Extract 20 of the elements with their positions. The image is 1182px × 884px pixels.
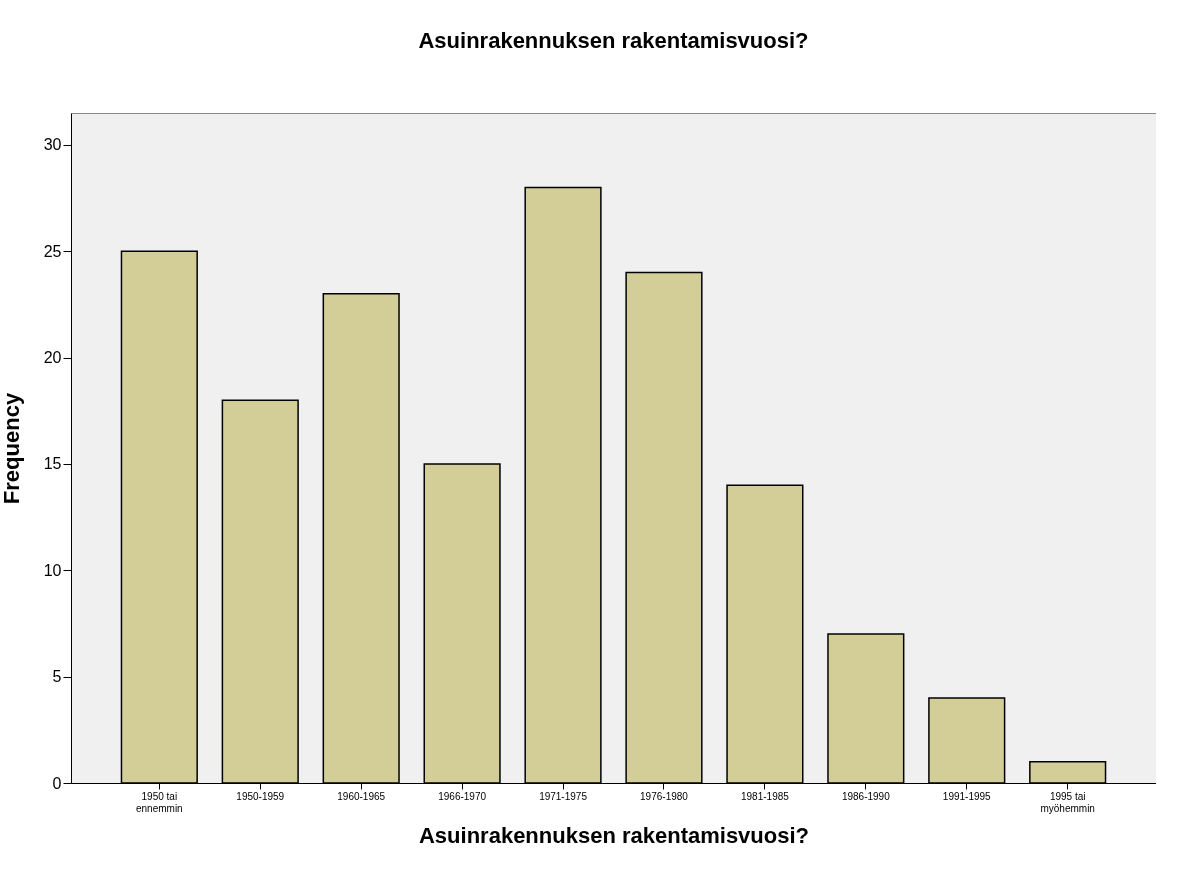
y-tick-label: 0	[52, 774, 62, 792]
x-tick-label: 1991-1995	[942, 790, 992, 802]
y-tick-label: 30	[43, 136, 62, 154]
x-axis-title: Asuinrakennuksen rakentamisvuosi?	[418, 822, 810, 848]
x-tick-label: 1986-1990	[841, 790, 891, 802]
y-tick-label: 25	[43, 242, 62, 260]
x-tick-label: 1995 tai myöhemmin	[1040, 790, 1095, 814]
y-tick-label: 5	[52, 668, 62, 686]
y-tick-label: 15	[43, 455, 62, 473]
y-axis-title: Frequency	[0, 392, 24, 505]
chart-title: Asuinrakennuksen rakentamisvuosi?	[418, 28, 809, 53]
y-tick-label: 10	[43, 561, 62, 579]
x-tick-label: 1960-1965	[337, 790, 386, 802]
y-tick-label: 20	[43, 349, 62, 367]
x-tick-label: 1981-1985	[740, 790, 790, 802]
x-tick-label: 1950 tai ennemmin	[135, 790, 183, 814]
x-tick-label: 1950-1959	[236, 790, 285, 802]
x-tick-label: 1976-1980	[640, 790, 689, 802]
x-tick-label: 1971-1975	[539, 790, 588, 802]
x-tick-label: 1966-1970	[438, 790, 487, 802]
